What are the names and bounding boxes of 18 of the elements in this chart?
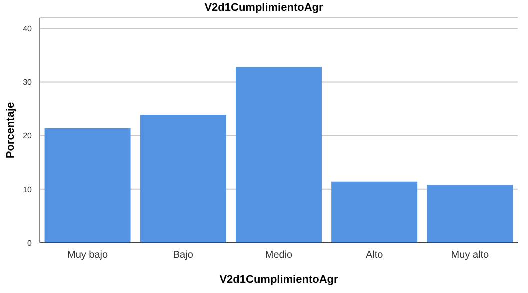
- y-tick-label: 40: [23, 24, 33, 34]
- y-tick-label: 0: [28, 238, 33, 248]
- chart-title: V2d1CumplimientoAgr: [204, 2, 324, 14]
- bar: [236, 67, 322, 243]
- x-tick-label: Medio: [265, 250, 294, 262]
- y-axis-title: Porcentaje: [4, 102, 17, 159]
- bar: [140, 114, 226, 243]
- x-tick-label: Bajo: [173, 250, 194, 262]
- bar: [44, 128, 131, 243]
- x-tick-label: Alto: [366, 250, 384, 262]
- x-tick-label: Muy alto: [451, 250, 490, 262]
- y-tick-label: 30: [23, 78, 33, 88]
- x-axis-title: V2d1CumplimientoAgr: [220, 274, 339, 286]
- bar: [427, 185, 514, 243]
- y-tick-label: 20: [23, 132, 33, 141]
- bar: [332, 182, 418, 243]
- x-tick-label: Muy bajo: [68, 250, 109, 262]
- y-tick-label: 10: [23, 185, 33, 194]
